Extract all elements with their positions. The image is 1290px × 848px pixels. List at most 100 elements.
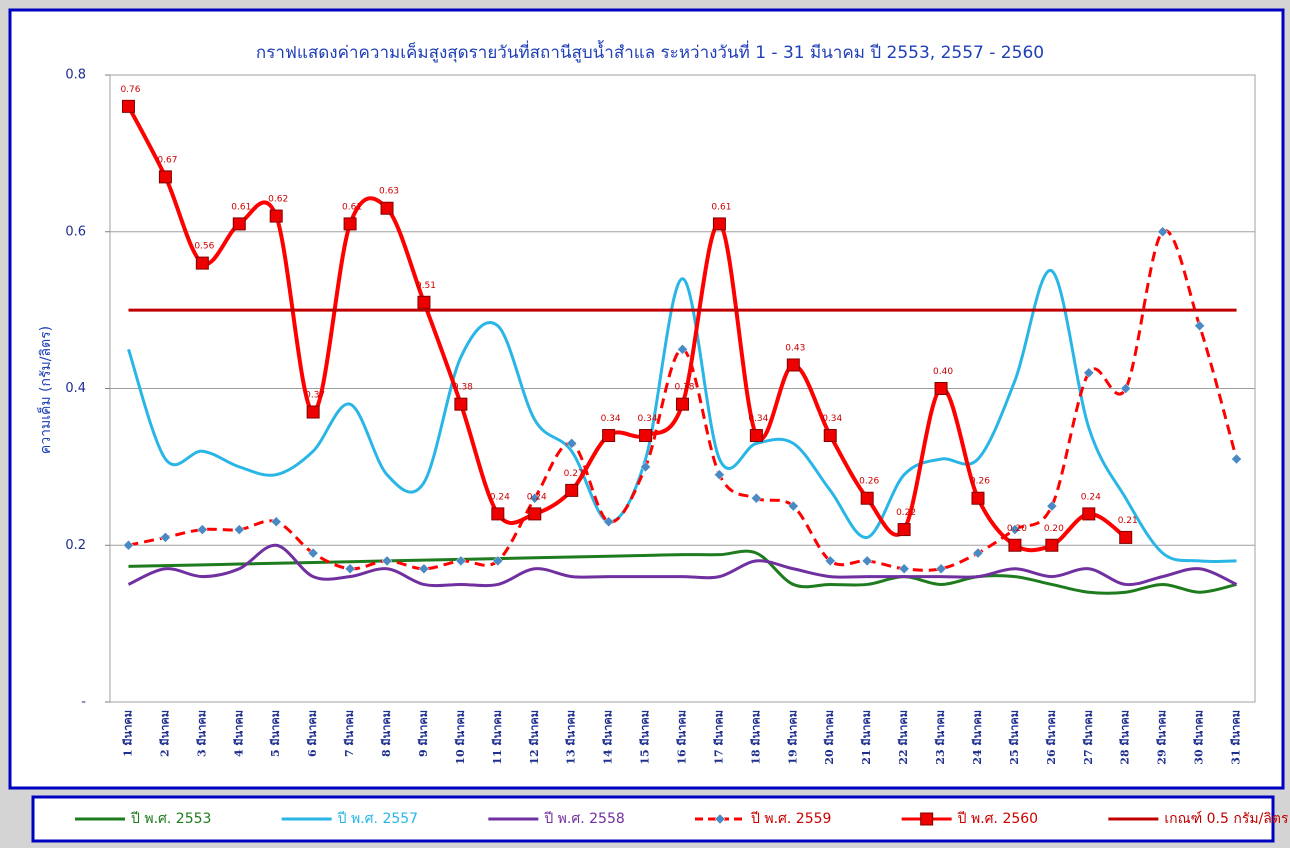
data-point bbox=[786, 358, 800, 372]
x-tick-label: 14 มีนาคม bbox=[602, 710, 615, 765]
legend-frame bbox=[31, 795, 1275, 843]
data-label: 0.24 bbox=[490, 492, 510, 502]
series-line bbox=[128, 549, 1237, 595]
data-point bbox=[455, 555, 467, 567]
data-point bbox=[972, 547, 984, 559]
data-point bbox=[344, 563, 356, 575]
x-tick-label: 6 มีนาคม bbox=[306, 710, 319, 757]
data-point bbox=[1120, 383, 1132, 394]
data-label: 0.24 bbox=[527, 492, 547, 502]
data-point bbox=[418, 563, 430, 575]
data-label: 0.22 bbox=[896, 508, 916, 518]
data-point bbox=[417, 295, 431, 309]
x-tick-label: 29 มีนาคม bbox=[1156, 710, 1169, 765]
data-label: 0.40 bbox=[933, 367, 953, 377]
x-tick-label: 23 มีนาคม bbox=[934, 710, 947, 765]
legend-label: ปี พ.ศ. 2559 bbox=[751, 811, 832, 827]
legend-label: ปี พ.ศ. 2553 bbox=[131, 811, 212, 827]
x-tick-label: 17 มีนาคม bbox=[712, 710, 725, 765]
x-tick-label: 28 มีนาคม bbox=[1119, 710, 1132, 765]
data-point bbox=[1046, 500, 1058, 512]
x-tick-label: 18 มีนาคม bbox=[749, 710, 762, 765]
legend-item: ปี พ.ศ. 2553 bbox=[75, 811, 211, 827]
data-point bbox=[935, 563, 947, 575]
data-point bbox=[971, 491, 985, 505]
data-label: 0.27 bbox=[564, 469, 584, 479]
data-point bbox=[603, 516, 614, 528]
data-label: 0.37 bbox=[305, 391, 325, 401]
x-tick-label: 8 มีนาคม bbox=[380, 710, 393, 757]
x-tick-label: 10 มีนาคม bbox=[454, 710, 467, 765]
data-point bbox=[1157, 226, 1169, 238]
data-label: 0.26 bbox=[859, 477, 879, 487]
legend-marker bbox=[920, 812, 934, 826]
data-label: 0.34 bbox=[822, 414, 842, 424]
data-point bbox=[676, 397, 689, 411]
data-point bbox=[233, 524, 245, 535]
data-label: 0.21 bbox=[1118, 516, 1138, 526]
y-tick-label: - bbox=[81, 695, 86, 710]
data-label: 0.38 bbox=[453, 383, 473, 393]
data-point bbox=[381, 555, 393, 567]
data-point bbox=[602, 429, 616, 443]
data-point bbox=[565, 483, 579, 497]
legend-label: ปี พ.ศ. 2560 bbox=[957, 811, 1038, 827]
series-line bbox=[127, 543, 1238, 588]
data-point bbox=[898, 563, 910, 575]
data-label: 0.34 bbox=[601, 414, 621, 424]
legend-item: ปี พ.ศ. 2557 bbox=[281, 811, 418, 827]
data-label: 0.56 bbox=[194, 242, 214, 252]
x-tick-label: 19 มีนาคม bbox=[786, 710, 799, 765]
data-point bbox=[639, 429, 653, 443]
data-point bbox=[677, 343, 688, 355]
data-point bbox=[1231, 453, 1242, 465]
data-point bbox=[1119, 530, 1133, 544]
legend-label: ปี พ.ศ. 2558 bbox=[544, 811, 625, 827]
x-tick-label: 2 มีนาคม bbox=[158, 710, 171, 757]
x-tick-label: 3 มีนาคม bbox=[195, 710, 208, 757]
x-tick-label: 26 มีนาคม bbox=[1045, 710, 1058, 765]
data-point bbox=[529, 492, 541, 504]
data-point bbox=[343, 217, 357, 231]
data-point bbox=[270, 516, 282, 528]
data-label: 0.26 bbox=[970, 477, 990, 487]
x-tick-label: 4 มีนาคม bbox=[232, 710, 245, 757]
data-point bbox=[1009, 524, 1021, 535]
data-point bbox=[380, 201, 394, 215]
data-point bbox=[306, 405, 320, 419]
x-tick-label: 22 มีนาคม bbox=[897, 710, 910, 765]
x-tick-label: 27 มีนาคม bbox=[1082, 710, 1095, 765]
data-point bbox=[1082, 507, 1096, 521]
data-label: 0.76 bbox=[120, 85, 140, 95]
data-point bbox=[1008, 538, 1022, 552]
data-point bbox=[566, 438, 578, 449]
y-tick-label: 0.8 bbox=[65, 68, 86, 83]
data-point bbox=[860, 491, 874, 505]
y-tick-label: 0.6 bbox=[65, 224, 86, 239]
data-point bbox=[121, 99, 135, 113]
legend-item: เกณฑ์ 0.5 กรัม/ลิตร bbox=[1108, 810, 1289, 827]
legend-item: ปี พ.ศ. 2560 bbox=[901, 811, 1038, 827]
legend-item: ปี พ.ศ. 2558 bbox=[488, 811, 625, 827]
x-tick-label: 11 มีนาคม bbox=[491, 710, 504, 765]
data-point bbox=[824, 555, 836, 567]
series-line bbox=[127, 269, 1237, 563]
data-point bbox=[897, 523, 911, 537]
y-tick-label: 0.4 bbox=[65, 381, 86, 396]
x-tick-label: 24 มีนาคม bbox=[971, 710, 984, 765]
data-label: 0.34 bbox=[638, 414, 658, 424]
data-point bbox=[492, 555, 504, 567]
legend-label: เกณฑ์ 0.5 กรัม/ลิตร bbox=[1164, 810, 1289, 827]
x-tick-label: 7 มีนาคม bbox=[343, 710, 356, 757]
y-axis-label: ความเค็ม (กรัม/ลิตร) bbox=[36, 326, 54, 454]
x-tick-label: 20 มีนาคม bbox=[823, 710, 836, 765]
data-point bbox=[934, 382, 948, 395]
x-tick-label: 9 มีนาคม bbox=[417, 710, 430, 757]
data-point bbox=[158, 170, 172, 184]
data-point bbox=[1194, 320, 1205, 332]
data-point bbox=[232, 217, 246, 231]
x-tick-label: 5 มีนาคม bbox=[269, 710, 282, 757]
data-label: 0.61 bbox=[711, 202, 731, 212]
